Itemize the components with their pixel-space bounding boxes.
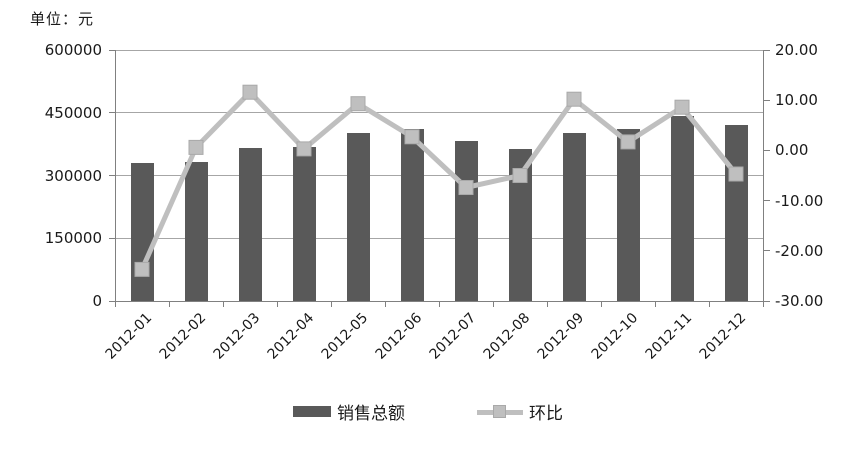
bottom-axis-tick: [115, 302, 116, 307]
bottom-axis-tick: [763, 302, 764, 307]
line-marker-2012-02: [188, 139, 204, 155]
left-axis-tick-label: 600000: [44, 41, 102, 59]
x-axis-label-2012-01: 2012-01: [102, 310, 156, 363]
bar-2012-02: [184, 162, 208, 301]
bottom-axis-tick: [223, 302, 224, 307]
bar-2012-09: [562, 133, 586, 301]
x-axis-label-2012-12: 2012-12: [696, 310, 750, 363]
right-axis-tick-label: -20.00: [775, 241, 824, 260]
right-axis-tick-label: 20.00: [775, 41, 818, 59]
legend-item-mom-ratio: 环比: [477, 399, 563, 424]
bar-2012-08: [508, 149, 532, 301]
x-axis-label-2012-06: 2012-06: [372, 310, 426, 363]
bottom-axis-tick: [493, 302, 494, 307]
gridline: [115, 112, 763, 114]
x-axis-label-2012-08: 2012-08: [480, 310, 534, 363]
left-axis-tick: [109, 175, 115, 176]
mom-line: [139, 88, 738, 271]
bottom-axis-tick: [655, 302, 656, 307]
bar-2012-12: [724, 124, 748, 301]
bottom-axis-tick: [331, 302, 332, 307]
left-axis-tick: [109, 300, 115, 302]
x-axis-label-2012-09: 2012-09: [534, 310, 588, 363]
left-axis-tick-label: 450000: [44, 103, 102, 122]
right-axis-line: [763, 50, 764, 301]
line-swatch-marker-icon: [493, 404, 506, 418]
bottom-axis-tick: [439, 302, 440, 307]
right-axis-tick-label: -10.00: [775, 191, 824, 210]
x-axis-label-2012-05: 2012-05: [318, 310, 372, 363]
bottom-axis-tick: [385, 302, 386, 307]
legend-label-sales-total: 销售总额: [337, 404, 405, 424]
legend-item-sales-total: 销售总额: [293, 399, 405, 424]
left-axis-tick: [109, 49, 115, 51]
line-series-swatch-icon: [477, 404, 523, 419]
right-axis-tick-label: 10.00: [775, 91, 818, 110]
x-axis-label-2012-04: 2012-04: [264, 310, 318, 363]
bar-2012-10: [616, 128, 640, 301]
bottom-axis-tick: [277, 302, 278, 307]
x-axis-label-2012-07: 2012-07: [426, 310, 480, 363]
bar-2012-03: [238, 147, 262, 301]
line-marker-2012-05: [350, 96, 366, 112]
right-axis-tick: [764, 49, 770, 51]
bottom-axis-tick: [709, 302, 710, 307]
x-axis-label-2012-03: 2012-03: [210, 310, 264, 363]
legend: 销售总额 环比: [0, 399, 856, 424]
bar-2012-05: [346, 133, 370, 301]
left-axis-tick-label: 300000: [44, 166, 102, 185]
right-axis-tick: [764, 200, 770, 202]
left-axis-line: [115, 50, 116, 301]
left-axis-tick-label: 150000: [44, 229, 102, 248]
gridline: [115, 175, 763, 176]
right-axis-tick: [764, 250, 770, 252]
line-marker-2012-03: [242, 84, 258, 100]
x-axis-label-2012-10: 2012-10: [588, 310, 642, 363]
right-axis-tick: [764, 300, 770, 302]
bottom-axis-line: [115, 301, 764, 302]
bar-2012-06: [400, 128, 424, 301]
bar-series-swatch-icon: [293, 406, 331, 417]
left-axis-tick-label: 0: [92, 292, 102, 310]
x-axis-label-2012-11: 2012-11: [642, 310, 696, 363]
left-axis-tick: [109, 237, 115, 239]
right-axis-tick: [764, 149, 770, 151]
bottom-axis-tick: [601, 302, 602, 307]
bottom-axis-tick: [547, 302, 548, 307]
right-axis-tick: [764, 99, 770, 101]
gridline: [115, 237, 763, 239]
right-axis-tick-label: 0.00: [775, 141, 809, 160]
bar-2012-04: [292, 147, 316, 301]
bar-2012-01: [130, 162, 154, 301]
legend-label-mom-ratio: 环比: [529, 404, 563, 424]
gridline: [115, 49, 763, 51]
left-axis-tick: [109, 112, 115, 114]
x-axis-label-2012-02: 2012-02: [156, 310, 210, 363]
bar-2012-11: [670, 115, 694, 301]
bar-2012-07: [454, 141, 478, 301]
unit-label: 单位：元: [30, 10, 95, 28]
right-axis-tick-label: -30.00: [775, 292, 824, 310]
line-marker-2012-09: [566, 91, 582, 107]
bottom-axis-tick: [169, 302, 170, 307]
